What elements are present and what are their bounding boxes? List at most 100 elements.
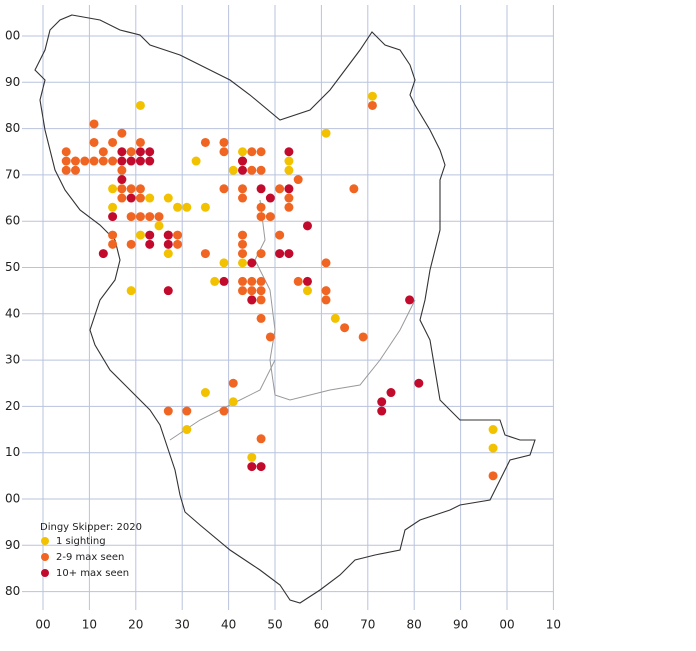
record-dot [238, 165, 248, 175]
county-boundary [34, 14, 536, 604]
record-dot [256, 147, 266, 157]
record-dot [238, 258, 248, 268]
record-dot [89, 156, 99, 166]
record-dot [89, 119, 99, 129]
x-tick-label: 30 [175, 618, 190, 632]
record-dot [284, 184, 294, 194]
record-dot [302, 286, 312, 296]
record-dot [386, 388, 396, 398]
x-tick-label: 10 [82, 618, 97, 632]
legend-swatch [41, 569, 49, 577]
record-dot [98, 156, 108, 166]
record-dot [238, 193, 248, 203]
record-dot [247, 452, 257, 462]
x-tick-label: 60 [314, 618, 329, 632]
record-dot [219, 137, 229, 147]
record-dot [256, 249, 266, 259]
record-dot [247, 147, 257, 157]
record-dot [414, 378, 424, 388]
legend-title: Dingy Skipper: 2020 [40, 522, 142, 533]
record-dot [200, 388, 210, 398]
record-dot [228, 397, 238, 407]
record-dot [135, 156, 145, 166]
record-dot [117, 175, 127, 185]
record-dot [191, 156, 201, 166]
record-dot [80, 156, 90, 166]
record-dot [108, 239, 118, 249]
x-tick-label: 70 [360, 618, 375, 632]
record-dot [145, 212, 155, 222]
record-dot [330, 313, 340, 323]
record-dot [275, 230, 285, 240]
record-dot [377, 406, 387, 416]
record-dot [284, 165, 294, 175]
record-dot [154, 221, 164, 231]
record-dot [238, 156, 248, 166]
record-dot [61, 165, 71, 175]
record-dot [238, 230, 248, 240]
record-dot [200, 249, 210, 259]
record-dot [284, 193, 294, 203]
record-dot [238, 249, 248, 259]
record-dot [108, 137, 118, 147]
record-dot [173, 202, 183, 212]
record-dot [200, 137, 210, 147]
record-dot [135, 184, 145, 194]
record-dot [256, 202, 266, 212]
y-tick-label: 80 [5, 121, 20, 135]
y-tick-label: 10 [5, 445, 20, 459]
y-tick-label: 00 [5, 29, 20, 43]
legend-swatch [41, 553, 49, 561]
record-dot [135, 147, 145, 157]
record-dot [219, 258, 229, 268]
y-tick-label: 80 [5, 584, 20, 598]
record-dot [256, 212, 266, 222]
record-dot [256, 313, 266, 323]
legend-swatch [41, 537, 49, 545]
record-dot [126, 147, 136, 157]
record-dot [302, 276, 312, 286]
legend-label: 10+ max seen [56, 568, 129, 579]
record-dot [135, 100, 145, 110]
record-dot [488, 443, 498, 453]
record-dot [117, 165, 127, 175]
record-dot [145, 156, 155, 166]
x-tick-label: 10 [546, 618, 561, 632]
record-dot [108, 184, 118, 194]
x-tick-label: 40 [221, 618, 236, 632]
record-dot [340, 323, 350, 333]
record-dot [200, 202, 210, 212]
record-dot [256, 184, 266, 194]
record-dot [61, 156, 71, 166]
record-dot [108, 156, 118, 166]
record-dot [98, 147, 108, 157]
record-dot [256, 295, 266, 305]
record-dot [182, 202, 192, 212]
record-dot [117, 128, 127, 138]
record-dot [163, 249, 173, 259]
record-dot [126, 184, 136, 194]
record-dot [126, 193, 136, 203]
record-dot [265, 212, 275, 222]
x-tick-label: 00 [499, 618, 514, 632]
x-tick-label: 50 [267, 618, 282, 632]
record-dot [145, 147, 155, 157]
record-dot [219, 276, 229, 286]
record-dot [126, 239, 136, 249]
record-dot [367, 100, 377, 110]
record-dot [238, 147, 248, 157]
record-dot [238, 184, 248, 194]
record-dot [61, 147, 71, 157]
y-tick-label: 90 [5, 75, 20, 89]
record-dot [135, 137, 145, 147]
record-dot [377, 397, 387, 407]
record-dot [117, 184, 127, 194]
record-dot [154, 212, 164, 222]
record-dot [256, 462, 266, 472]
record-dot [247, 295, 257, 305]
record-dot [284, 249, 294, 259]
record-dot [117, 193, 127, 203]
record-dot [98, 249, 108, 259]
y-tick-label: 20 [5, 399, 20, 413]
